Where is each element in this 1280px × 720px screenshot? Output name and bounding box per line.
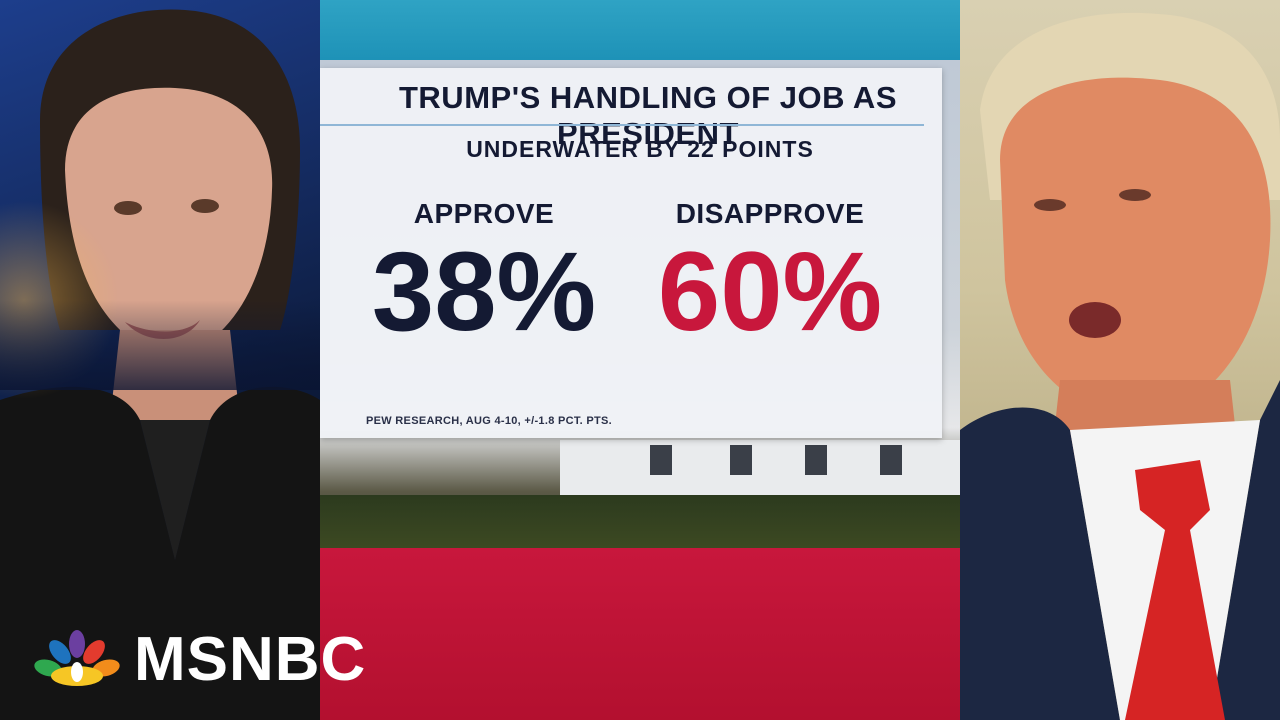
title-divider [320,124,924,126]
poll-card: TRUMP'S HANDLING OF JOB AS PRESIDENT UND… [320,68,942,438]
white-house-window [805,445,827,475]
poll-graphic-panel: TRUMP'S HANDLING OF JOB AS PRESIDENT UND… [320,0,960,720]
logo-wordmark: MSNBC [134,625,367,694]
graphic-title: TRUMP'S HANDLING OF JOB AS PRESIDENT [398,80,897,151]
subject-photo-panel [960,0,1280,720]
studio-city-backdrop [0,300,320,390]
subject-figure [960,12,1280,720]
host-video-panel [0,0,320,720]
disapprove-stat: DISAPPROVE 60% [630,198,910,348]
disapprove-label: DISAPPROVE [675,198,865,229]
white-house-window [650,445,672,475]
disapprove-value: 60% [657,229,883,354]
red-lower-band [320,548,960,720]
approve-value: 38% [371,229,597,354]
approve-label: APPROVE [413,198,555,229]
approve-stat: APPROVE 38% [344,198,624,348]
source-note: PEW RESEARCH, AUG 4-10, +/-1.8 PCT. PTS. [366,415,613,427]
white-house-window [730,445,752,475]
sky-band [320,0,960,70]
lawn-shrubs [320,495,960,550]
network-logo: MSNBC [30,625,367,694]
peacock-icon [34,630,120,686]
white-house-window [880,445,902,475]
host-figure [0,9,320,720]
graphic-subtitle: UNDERWATER BY 22 POINTS [466,136,814,162]
